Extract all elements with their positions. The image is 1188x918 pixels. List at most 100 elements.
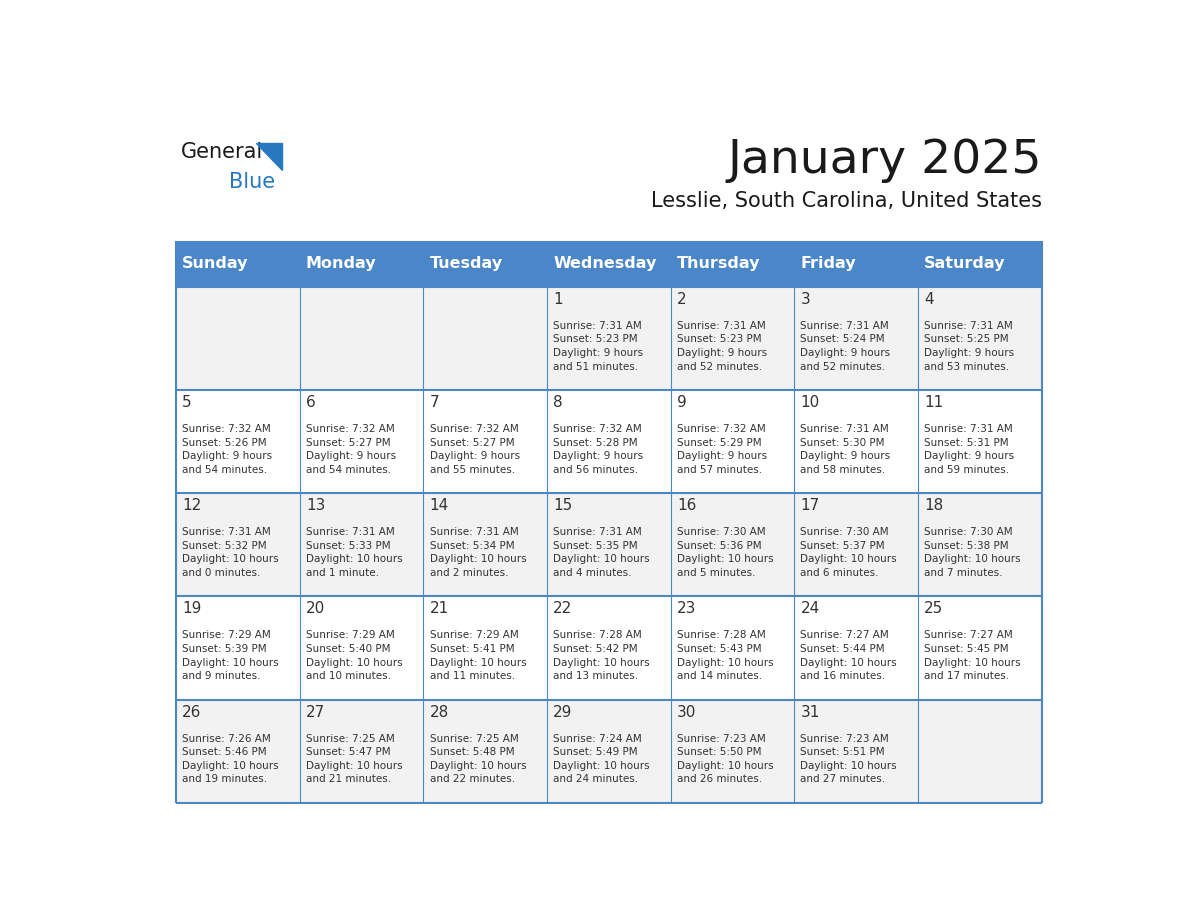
Bar: [918, 390, 1042, 493]
Text: 13: 13: [307, 498, 326, 513]
Text: Tuesday: Tuesday: [430, 256, 503, 272]
Text: Sunrise: 7:32 AM
Sunset: 5:27 PM
Daylight: 9 hours
and 54 minutes.: Sunrise: 7:32 AM Sunset: 5:27 PM Dayligh…: [307, 424, 396, 475]
Bar: [299, 493, 423, 597]
Bar: [795, 700, 918, 803]
Bar: [423, 597, 546, 700]
Bar: [671, 493, 795, 597]
Bar: [795, 493, 918, 597]
Bar: [546, 597, 671, 700]
Bar: [671, 597, 795, 700]
Text: Sunrise: 7:29 AM
Sunset: 5:40 PM
Daylight: 10 hours
and 10 minutes.: Sunrise: 7:29 AM Sunset: 5:40 PM Dayligh…: [307, 631, 403, 681]
Text: Sunrise: 7:31 AM
Sunset: 5:31 PM
Daylight: 9 hours
and 59 minutes.: Sunrise: 7:31 AM Sunset: 5:31 PM Dayligh…: [924, 424, 1015, 475]
Bar: [176, 286, 299, 390]
Text: Sunrise: 7:25 AM
Sunset: 5:47 PM
Daylight: 10 hours
and 21 minutes.: Sunrise: 7:25 AM Sunset: 5:47 PM Dayligh…: [307, 733, 403, 784]
Text: January 2025: January 2025: [727, 139, 1042, 184]
Text: 31: 31: [801, 705, 820, 720]
Text: Sunrise: 7:31 AM
Sunset: 5:23 PM
Daylight: 9 hours
and 52 minutes.: Sunrise: 7:31 AM Sunset: 5:23 PM Dayligh…: [677, 320, 767, 372]
Text: Sunrise: 7:29 AM
Sunset: 5:39 PM
Daylight: 10 hours
and 9 minutes.: Sunrise: 7:29 AM Sunset: 5:39 PM Dayligh…: [182, 631, 279, 681]
Text: 18: 18: [924, 498, 943, 513]
Text: 12: 12: [182, 498, 202, 513]
Bar: [423, 286, 546, 390]
Bar: [299, 241, 423, 286]
Text: Wednesday: Wednesday: [554, 256, 657, 272]
Bar: [795, 286, 918, 390]
Text: 25: 25: [924, 601, 943, 616]
Text: Sunrise: 7:30 AM
Sunset: 5:37 PM
Daylight: 10 hours
and 6 minutes.: Sunrise: 7:30 AM Sunset: 5:37 PM Dayligh…: [801, 527, 897, 578]
Text: 27: 27: [307, 705, 326, 720]
Text: 21: 21: [430, 601, 449, 616]
Text: Thursday: Thursday: [677, 256, 760, 272]
Bar: [176, 241, 299, 286]
Bar: [299, 286, 423, 390]
Text: Sunrise: 7:23 AM
Sunset: 5:50 PM
Daylight: 10 hours
and 26 minutes.: Sunrise: 7:23 AM Sunset: 5:50 PM Dayligh…: [677, 733, 773, 784]
Text: General: General: [181, 142, 263, 162]
Text: Sunrise: 7:32 AM
Sunset: 5:27 PM
Daylight: 9 hours
and 55 minutes.: Sunrise: 7:32 AM Sunset: 5:27 PM Dayligh…: [430, 424, 519, 475]
Text: Friday: Friday: [801, 256, 857, 272]
Text: Sunrise: 7:30 AM
Sunset: 5:38 PM
Daylight: 10 hours
and 7 minutes.: Sunrise: 7:30 AM Sunset: 5:38 PM Dayligh…: [924, 527, 1020, 578]
Bar: [299, 597, 423, 700]
Bar: [546, 493, 671, 597]
Text: 14: 14: [430, 498, 449, 513]
Text: Sunrise: 7:32 AM
Sunset: 5:26 PM
Daylight: 9 hours
and 54 minutes.: Sunrise: 7:32 AM Sunset: 5:26 PM Dayligh…: [182, 424, 272, 475]
Text: Sunrise: 7:31 AM
Sunset: 5:34 PM
Daylight: 10 hours
and 2 minutes.: Sunrise: 7:31 AM Sunset: 5:34 PM Dayligh…: [430, 527, 526, 578]
Text: Sunrise: 7:31 AM
Sunset: 5:23 PM
Daylight: 9 hours
and 51 minutes.: Sunrise: 7:31 AM Sunset: 5:23 PM Dayligh…: [554, 320, 644, 372]
Text: Sunrise: 7:29 AM
Sunset: 5:41 PM
Daylight: 10 hours
and 11 minutes.: Sunrise: 7:29 AM Sunset: 5:41 PM Dayligh…: [430, 631, 526, 681]
Text: Sunrise: 7:31 AM
Sunset: 5:24 PM
Daylight: 9 hours
and 52 minutes.: Sunrise: 7:31 AM Sunset: 5:24 PM Dayligh…: [801, 320, 891, 372]
Bar: [176, 597, 299, 700]
Text: 22: 22: [554, 601, 573, 616]
Bar: [299, 390, 423, 493]
Text: Sunrise: 7:26 AM
Sunset: 5:46 PM
Daylight: 10 hours
and 19 minutes.: Sunrise: 7:26 AM Sunset: 5:46 PM Dayligh…: [182, 733, 279, 784]
Text: Blue: Blue: [228, 172, 274, 192]
Bar: [176, 700, 299, 803]
Text: 19: 19: [182, 601, 202, 616]
Text: 2: 2: [677, 292, 687, 307]
Text: Sunrise: 7:31 AM
Sunset: 5:25 PM
Daylight: 9 hours
and 53 minutes.: Sunrise: 7:31 AM Sunset: 5:25 PM Dayligh…: [924, 320, 1015, 372]
Text: 17: 17: [801, 498, 820, 513]
Text: Sunrise: 7:32 AM
Sunset: 5:28 PM
Daylight: 9 hours
and 56 minutes.: Sunrise: 7:32 AM Sunset: 5:28 PM Dayligh…: [554, 424, 644, 475]
Text: Sunrise: 7:31 AM
Sunset: 5:33 PM
Daylight: 10 hours
and 1 minute.: Sunrise: 7:31 AM Sunset: 5:33 PM Dayligh…: [307, 527, 403, 578]
Bar: [918, 700, 1042, 803]
Bar: [671, 700, 795, 803]
Bar: [423, 241, 546, 286]
Text: Sunrise: 7:31 AM
Sunset: 5:32 PM
Daylight: 10 hours
and 0 minutes.: Sunrise: 7:31 AM Sunset: 5:32 PM Dayligh…: [182, 527, 279, 578]
Bar: [423, 390, 546, 493]
Bar: [176, 493, 299, 597]
Text: 30: 30: [677, 705, 696, 720]
Text: Sunrise: 7:28 AM
Sunset: 5:42 PM
Daylight: 10 hours
and 13 minutes.: Sunrise: 7:28 AM Sunset: 5:42 PM Dayligh…: [554, 631, 650, 681]
Text: Monday: Monday: [307, 256, 377, 272]
Text: 4: 4: [924, 292, 934, 307]
Bar: [918, 241, 1042, 286]
Text: 26: 26: [182, 705, 202, 720]
Bar: [423, 700, 546, 803]
Text: Sunrise: 7:32 AM
Sunset: 5:29 PM
Daylight: 9 hours
and 57 minutes.: Sunrise: 7:32 AM Sunset: 5:29 PM Dayligh…: [677, 424, 767, 475]
Text: 1: 1: [554, 292, 563, 307]
Text: 10: 10: [801, 395, 820, 410]
Text: 9: 9: [677, 395, 687, 410]
Bar: [795, 390, 918, 493]
Text: Saturday: Saturday: [924, 256, 1005, 272]
Text: 6: 6: [307, 395, 316, 410]
Text: 24: 24: [801, 601, 820, 616]
Bar: [671, 241, 795, 286]
Text: Lesslie, South Carolina, United States: Lesslie, South Carolina, United States: [651, 192, 1042, 211]
Bar: [546, 700, 671, 803]
Bar: [546, 286, 671, 390]
Bar: [918, 286, 1042, 390]
Text: 5: 5: [182, 395, 192, 410]
Bar: [546, 390, 671, 493]
Bar: [299, 700, 423, 803]
Text: Sunrise: 7:23 AM
Sunset: 5:51 PM
Daylight: 10 hours
and 27 minutes.: Sunrise: 7:23 AM Sunset: 5:51 PM Dayligh…: [801, 733, 897, 784]
Text: 20: 20: [307, 601, 326, 616]
Text: Sunrise: 7:30 AM
Sunset: 5:36 PM
Daylight: 10 hours
and 5 minutes.: Sunrise: 7:30 AM Sunset: 5:36 PM Dayligh…: [677, 527, 773, 578]
Text: 7: 7: [430, 395, 440, 410]
Text: Sunrise: 7:27 AM
Sunset: 5:44 PM
Daylight: 10 hours
and 16 minutes.: Sunrise: 7:27 AM Sunset: 5:44 PM Dayligh…: [801, 631, 897, 681]
Polygon shape: [257, 143, 282, 170]
Text: Sunday: Sunday: [182, 256, 248, 272]
Text: Sunrise: 7:31 AM
Sunset: 5:35 PM
Daylight: 10 hours
and 4 minutes.: Sunrise: 7:31 AM Sunset: 5:35 PM Dayligh…: [554, 527, 650, 578]
Text: 3: 3: [801, 292, 810, 307]
Bar: [795, 241, 918, 286]
Text: Sunrise: 7:24 AM
Sunset: 5:49 PM
Daylight: 10 hours
and 24 minutes.: Sunrise: 7:24 AM Sunset: 5:49 PM Dayligh…: [554, 733, 650, 784]
Text: Sunrise: 7:27 AM
Sunset: 5:45 PM
Daylight: 10 hours
and 17 minutes.: Sunrise: 7:27 AM Sunset: 5:45 PM Dayligh…: [924, 631, 1020, 681]
Bar: [918, 493, 1042, 597]
Bar: [795, 597, 918, 700]
